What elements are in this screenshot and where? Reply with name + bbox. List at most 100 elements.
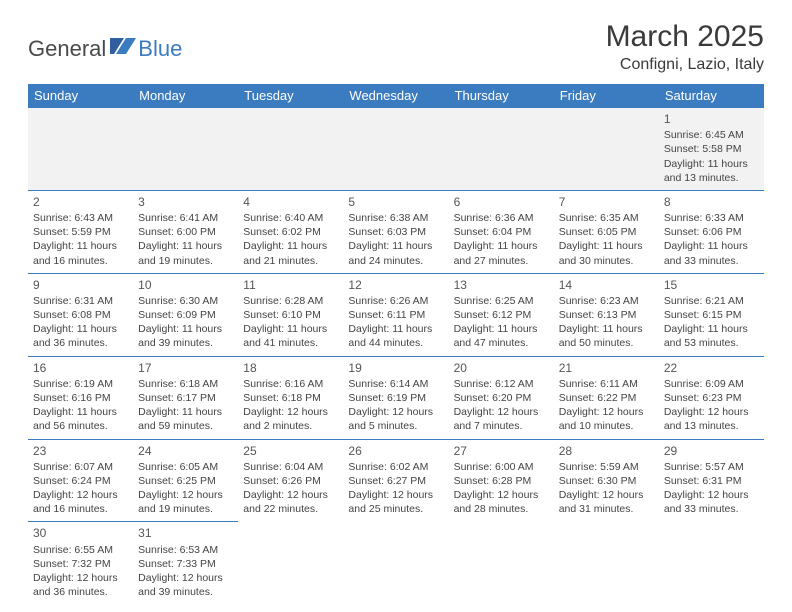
calendar-cell: 23Sunrise: 6:07 AMSunset: 6:24 PMDayligh…	[28, 439, 133, 522]
calendar-cell	[659, 522, 764, 604]
sunrise-text: Sunrise: 6:11 AM	[559, 377, 654, 391]
day1-text: Daylight: 12 hours	[243, 488, 338, 502]
weekday-header: Saturday	[659, 84, 764, 108]
day1-text: Daylight: 11 hours	[664, 322, 759, 336]
day-number: 5	[348, 194, 443, 210]
sunrise-text: Sunrise: 5:57 AM	[664, 460, 759, 474]
day-number: 23	[33, 443, 128, 459]
sunrise-text: Sunrise: 6:45 AM	[664, 128, 759, 142]
calendar-cell: 24Sunrise: 6:05 AMSunset: 6:25 PMDayligh…	[133, 439, 238, 522]
day1-text: Daylight: 11 hours	[348, 322, 443, 336]
calendar-cell	[343, 522, 448, 604]
sunset-text: Sunset: 6:04 PM	[454, 225, 549, 239]
day-number: 4	[243, 194, 338, 210]
sunset-text: Sunset: 6:28 PM	[454, 474, 549, 488]
calendar-cell: 20Sunrise: 6:12 AMSunset: 6:20 PMDayligh…	[449, 356, 554, 439]
day1-text: Daylight: 11 hours	[33, 322, 128, 336]
day-number: 21	[559, 360, 654, 376]
calendar-cell: 26Sunrise: 6:02 AMSunset: 6:27 PMDayligh…	[343, 439, 448, 522]
day1-text: Daylight: 11 hours	[138, 405, 233, 419]
calendar-cell: 28Sunrise: 5:59 AMSunset: 6:30 PMDayligh…	[554, 439, 659, 522]
day1-text: Daylight: 12 hours	[664, 405, 759, 419]
logo: General Blue	[28, 20, 182, 62]
day-number: 28	[559, 443, 654, 459]
day-number: 10	[138, 277, 233, 293]
day1-text: Daylight: 12 hours	[559, 488, 654, 502]
day-number: 24	[138, 443, 233, 459]
sunset-text: Sunset: 6:31 PM	[664, 474, 759, 488]
sunrise-text: Sunrise: 6:25 AM	[454, 294, 549, 308]
calendar-cell: 14Sunrise: 6:23 AMSunset: 6:13 PMDayligh…	[554, 273, 659, 356]
sunrise-text: Sunrise: 6:04 AM	[243, 460, 338, 474]
day-number: 12	[348, 277, 443, 293]
sunrise-text: Sunrise: 6:33 AM	[664, 211, 759, 225]
day2-text: and 41 minutes.	[243, 336, 338, 350]
day2-text: and 7 minutes.	[454, 419, 549, 433]
day1-text: Daylight: 11 hours	[559, 322, 654, 336]
weekday-header: Thursday	[449, 84, 554, 108]
day-number: 20	[454, 360, 549, 376]
day2-text: and 59 minutes.	[138, 419, 233, 433]
sunrise-text: Sunrise: 6:26 AM	[348, 294, 443, 308]
location-text: Configni, Lazio, Italy	[606, 56, 764, 74]
calendar-cell: 25Sunrise: 6:04 AMSunset: 6:26 PMDayligh…	[238, 439, 343, 522]
day2-text: and 39 minutes.	[138, 336, 233, 350]
day2-text: and 53 minutes.	[664, 336, 759, 350]
sunset-text: Sunset: 7:32 PM	[33, 557, 128, 571]
calendar-cell: 2Sunrise: 6:43 AMSunset: 5:59 PMDaylight…	[28, 190, 133, 273]
sunset-text: Sunset: 6:23 PM	[664, 391, 759, 405]
sunset-text: Sunset: 5:58 PM	[664, 142, 759, 156]
sunset-text: Sunset: 6:17 PM	[138, 391, 233, 405]
sunrise-text: Sunrise: 6:43 AM	[33, 211, 128, 225]
day1-text: Daylight: 11 hours	[454, 239, 549, 253]
day-number: 17	[138, 360, 233, 376]
sunset-text: Sunset: 6:08 PM	[33, 308, 128, 322]
flag-icon	[110, 36, 136, 62]
calendar-cell: 11Sunrise: 6:28 AMSunset: 6:10 PMDayligh…	[238, 273, 343, 356]
day1-text: Daylight: 11 hours	[33, 405, 128, 419]
title-block: March 2025 Configni, Lazio, Italy	[606, 20, 764, 74]
calendar-row: 9Sunrise: 6:31 AMSunset: 6:08 PMDaylight…	[28, 273, 764, 356]
calendar-cell: 9Sunrise: 6:31 AMSunset: 6:08 PMDaylight…	[28, 273, 133, 356]
calendar-cell: 22Sunrise: 6:09 AMSunset: 6:23 PMDayligh…	[659, 356, 764, 439]
day2-text: and 2 minutes.	[243, 419, 338, 433]
sunrise-text: Sunrise: 6:07 AM	[33, 460, 128, 474]
day2-text: and 36 minutes.	[33, 336, 128, 350]
calendar-row: 30Sunrise: 6:55 AMSunset: 7:32 PMDayligh…	[28, 522, 764, 604]
day-number: 18	[243, 360, 338, 376]
day1-text: Daylight: 11 hours	[559, 239, 654, 253]
calendar-cell: 10Sunrise: 6:30 AMSunset: 6:09 PMDayligh…	[133, 273, 238, 356]
day1-text: Daylight: 11 hours	[243, 239, 338, 253]
sunset-text: Sunset: 6:03 PM	[348, 225, 443, 239]
day2-text: and 36 minutes.	[33, 585, 128, 599]
sunset-text: Sunset: 6:12 PM	[454, 308, 549, 322]
sunset-text: Sunset: 6:00 PM	[138, 225, 233, 239]
sunrise-text: Sunrise: 6:23 AM	[559, 294, 654, 308]
sunset-text: Sunset: 6:10 PM	[243, 308, 338, 322]
day-number: 6	[454, 194, 549, 210]
calendar-cell: 12Sunrise: 6:26 AMSunset: 6:11 PMDayligh…	[343, 273, 448, 356]
calendar-cell	[554, 108, 659, 191]
sunrise-text: Sunrise: 6:30 AM	[138, 294, 233, 308]
calendar-cell	[449, 522, 554, 604]
day1-text: Daylight: 12 hours	[243, 405, 338, 419]
calendar-cell: 13Sunrise: 6:25 AMSunset: 6:12 PMDayligh…	[449, 273, 554, 356]
calendar-cell: 30Sunrise: 6:55 AMSunset: 7:32 PMDayligh…	[28, 522, 133, 604]
page-title: March 2025	[606, 20, 764, 54]
day1-text: Daylight: 12 hours	[559, 405, 654, 419]
weekday-header: Monday	[133, 84, 238, 108]
day2-text: and 30 minutes.	[559, 254, 654, 268]
day1-text: Daylight: 11 hours	[348, 239, 443, 253]
day-number: 29	[664, 443, 759, 459]
sunset-text: Sunset: 6:18 PM	[243, 391, 338, 405]
day-number: 16	[33, 360, 128, 376]
day-number: 9	[33, 277, 128, 293]
sunset-text: Sunset: 6:06 PM	[664, 225, 759, 239]
day-number: 14	[559, 277, 654, 293]
day2-text: and 16 minutes.	[33, 502, 128, 516]
day2-text: and 13 minutes.	[664, 171, 759, 185]
sunrise-text: Sunrise: 6:40 AM	[243, 211, 338, 225]
day-number: 3	[138, 194, 233, 210]
day2-text: and 28 minutes.	[454, 502, 549, 516]
calendar-row: 23Sunrise: 6:07 AMSunset: 6:24 PMDayligh…	[28, 439, 764, 522]
